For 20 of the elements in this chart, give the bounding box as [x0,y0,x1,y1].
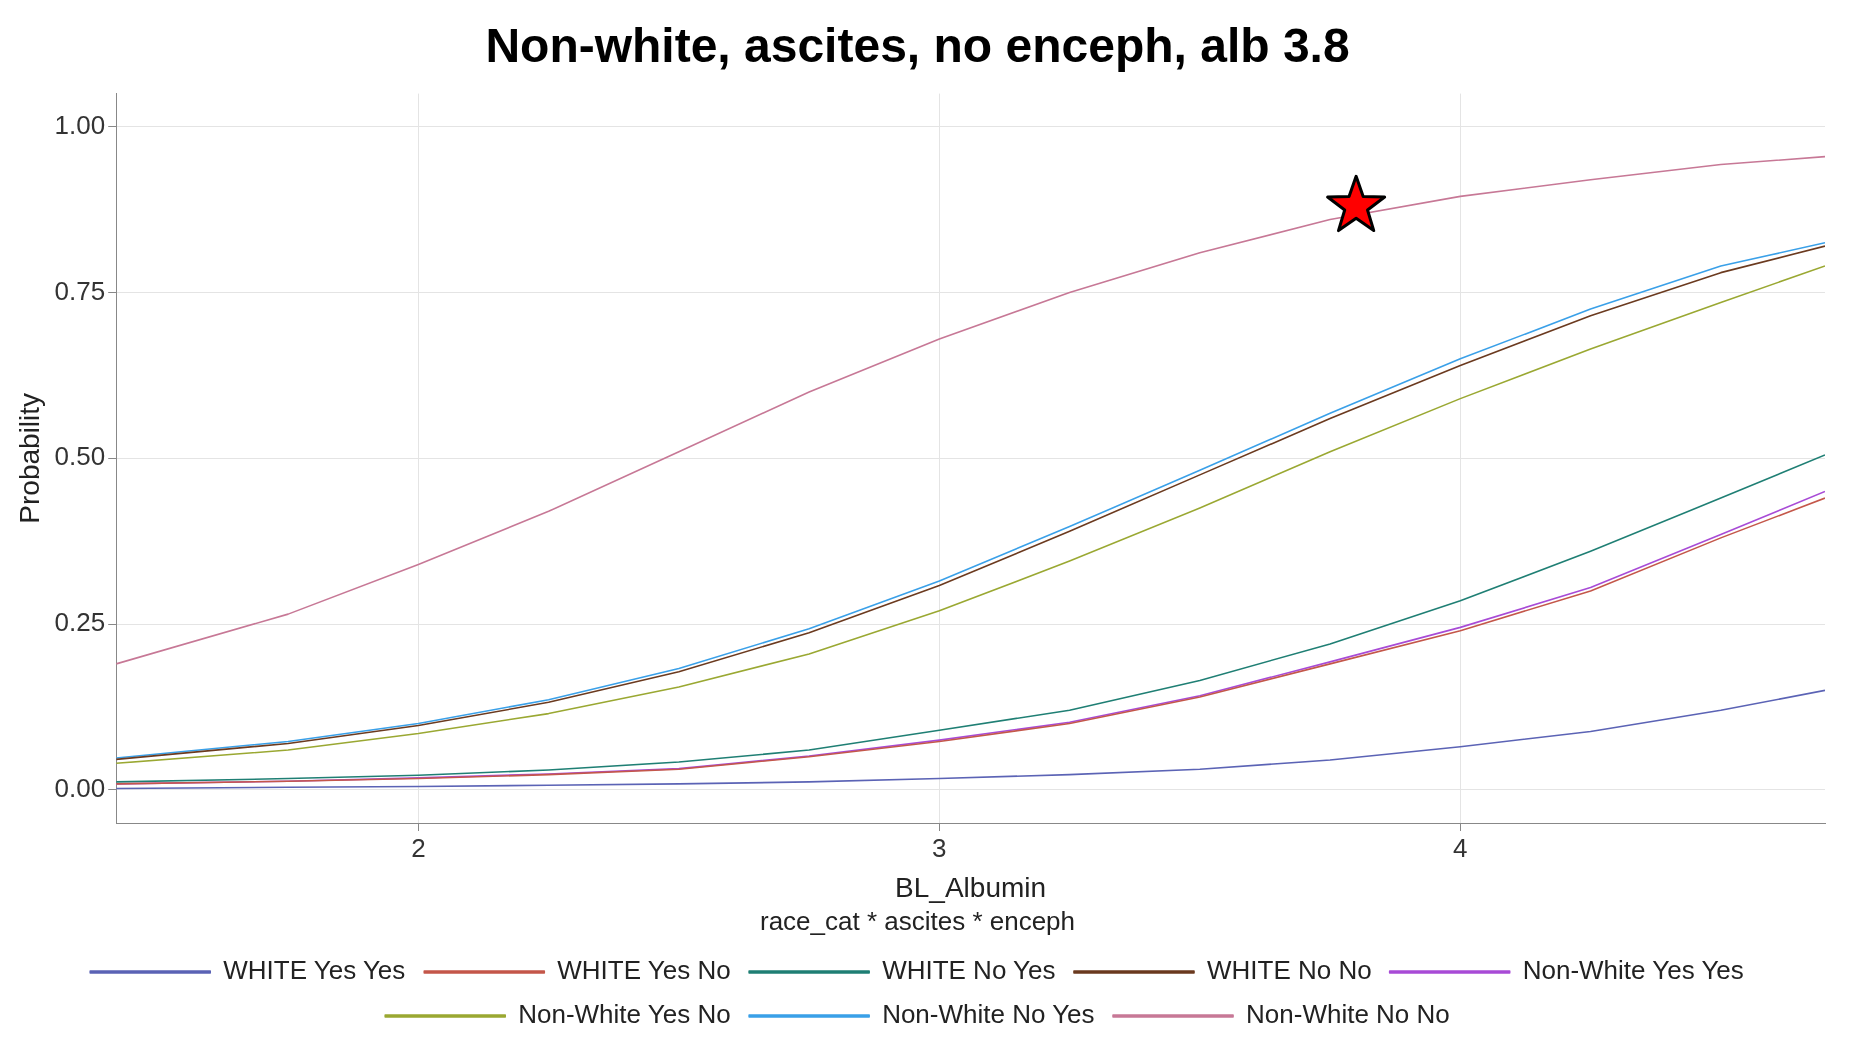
legend-label: Non-White No No [1246,999,1450,1030]
y-tick-label: 1.00 [54,109,106,140]
x-tick-label: 4 [1453,832,1468,863]
legend-label: WHITE No Yes [882,955,1056,986]
y-axis-title: Probability [13,392,45,524]
legend-label: Non-White No Yes [882,999,1095,1030]
legend-title: race_cat * ascites * enceph [759,905,1076,936]
y-tick-label: 0.25 [54,607,106,638]
y-tick-label: 0.75 [54,275,106,306]
y-tick-label: 0.50 [54,441,106,472]
x-tick-label: 2 [411,832,426,863]
legend-label: Non-White Yes Yes [1522,955,1744,986]
x-axis-title: BL_Albumin [895,871,1047,903]
legend-label: WHITE Yes Yes [223,955,406,986]
chart-title: Non-white, ascites, no enceph, alb 3.8 [485,19,1350,73]
y-tick-label: 0.00 [54,773,106,804]
x-tick-label: 3 [932,832,947,863]
legend-label: WHITE No No [1207,955,1372,986]
legend-label: Non-White Yes No [518,999,731,1030]
legend-label: WHITE Yes No [557,955,731,986]
